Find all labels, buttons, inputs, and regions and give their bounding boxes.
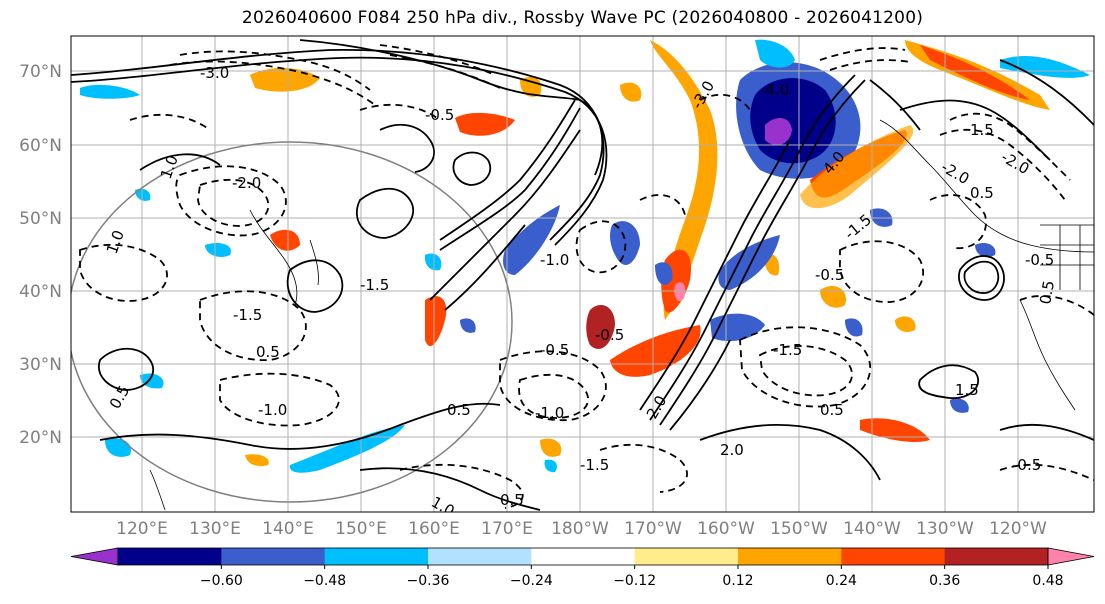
region-circle xyxy=(71,141,513,503)
colorbar-tick-label: −0.36 xyxy=(407,573,450,589)
colorbar-tick-label: −0.24 xyxy=(510,573,553,589)
svg-text:-1.0: -1.0 xyxy=(540,251,569,269)
colorbar-segment xyxy=(634,548,739,565)
longitude-labels: 120°E 130°E 140°E 150°E 160°E 170°E 180°… xyxy=(116,519,1047,539)
map-title: 2026040600 F084 250 hPa div., Rossby Wav… xyxy=(241,8,924,28)
svg-text:-0.5: -0.5 xyxy=(1025,251,1054,269)
colorbar-segment xyxy=(944,548,1049,565)
svg-text:-1.5: -1.5 xyxy=(360,276,389,294)
svg-text:0.5: 0.5 xyxy=(1036,279,1058,306)
colorbar-tick-label: −0.60 xyxy=(200,573,243,589)
colorbar-tick-label: 0.48 xyxy=(1032,573,1063,589)
svg-text:0.5: 0.5 xyxy=(820,401,844,419)
svg-text:-0.5: -0.5 xyxy=(1012,456,1041,474)
colorbar-segment xyxy=(118,548,222,565)
svg-text:-0.5: -0.5 xyxy=(425,106,454,124)
colorbar-border xyxy=(117,547,1049,566)
coastlines xyxy=(149,119,1094,511)
svg-text:160°W: 160°W xyxy=(697,519,755,539)
svg-text:0.5: 0.5 xyxy=(970,184,994,202)
svg-text:1.5: 1.5 xyxy=(970,121,994,139)
svg-text:120°W: 120°W xyxy=(989,519,1047,539)
positive-contours xyxy=(71,39,1094,511)
svg-text:140°E: 140°E xyxy=(262,519,314,539)
svg-text:20°N: 20°N xyxy=(19,428,62,448)
map-content: -3.0 -0.5 1.0 0.5 -1.5 1.0 -2.0 0.5 -1.0… xyxy=(71,36,1094,512)
colorbar-segment xyxy=(324,548,429,565)
svg-text:30°N: 30°N xyxy=(19,355,62,375)
svg-text:2.0: 2.0 xyxy=(720,441,744,459)
svg-text:-1.5: -1.5 xyxy=(233,306,262,324)
svg-text:40°N: 40°N xyxy=(19,282,62,302)
graticule xyxy=(71,36,1094,512)
svg-text:170°W: 170°W xyxy=(624,519,682,539)
svg-text:60°N: 60°N xyxy=(19,136,62,156)
svg-text:140°W: 140°W xyxy=(843,519,901,539)
colorbar-segment xyxy=(428,548,532,565)
svg-text:160°E: 160°E xyxy=(408,519,460,539)
svg-text:-1.0: -1.0 xyxy=(258,401,287,419)
svg-text:-4.0: -4.0 xyxy=(760,81,789,99)
svg-text:0.5: 0.5 xyxy=(447,401,471,419)
svg-text:-0.5: -0.5 xyxy=(540,341,569,359)
svg-text:-0.5: -0.5 xyxy=(595,326,624,344)
latitude-labels: 70°N 60°N 50°N 40°N 30°N 20°N xyxy=(19,62,62,448)
svg-text:-0.5: -0.5 xyxy=(815,266,844,284)
svg-text:130°E: 130°E xyxy=(189,519,241,539)
colorbar-tick-label: −0.12 xyxy=(613,573,656,589)
svg-text:-1.5: -1.5 xyxy=(580,456,609,474)
svg-text:120°E: 120°E xyxy=(116,519,168,539)
colorbar-tick-label: 0.12 xyxy=(722,573,753,589)
colorbar-segment xyxy=(531,548,636,565)
negative-contours xyxy=(79,44,1094,509)
map-frame xyxy=(70,35,1095,513)
colorbar: −0.60 −0.48 −0.36 −0.24 −0.12 0.12 0.24 0.36 0.4… xyxy=(70,547,1095,589)
svg-text:1.5: 1.5 xyxy=(955,381,979,399)
colorbar-tick-label: 0.24 xyxy=(826,573,857,589)
shaded-divergence xyxy=(80,39,1090,473)
colorbar-tick-label: 0.36 xyxy=(929,573,960,589)
svg-text:180°W: 180°W xyxy=(551,519,609,539)
svg-text:70°N: 70°N xyxy=(19,62,62,82)
svg-text:-1.0: -1.0 xyxy=(535,404,564,422)
svg-text:150°E: 150°E xyxy=(335,519,387,539)
svg-text:0.5: 0.5 xyxy=(500,491,524,509)
svg-text:50°N: 50°N xyxy=(19,209,62,229)
colorbar-segment xyxy=(221,548,326,565)
svg-text:170°E: 170°E xyxy=(481,519,533,539)
svg-text:-2.0: -2.0 xyxy=(232,174,261,192)
colorbar-extend-low xyxy=(70,547,119,566)
colorbar-segment xyxy=(738,548,842,565)
svg-text:130°W: 130°W xyxy=(916,519,974,539)
svg-text:150°W: 150°W xyxy=(770,519,828,539)
colorbar-segment xyxy=(841,548,946,565)
colorbar-extend-high xyxy=(1047,547,1095,566)
colorbar-tick-label: −0.48 xyxy=(303,573,346,589)
svg-text:0.5: 0.5 xyxy=(256,343,280,361)
svg-text:-3.0: -3.0 xyxy=(200,64,229,82)
svg-text:-1.5: -1.5 xyxy=(773,341,802,359)
